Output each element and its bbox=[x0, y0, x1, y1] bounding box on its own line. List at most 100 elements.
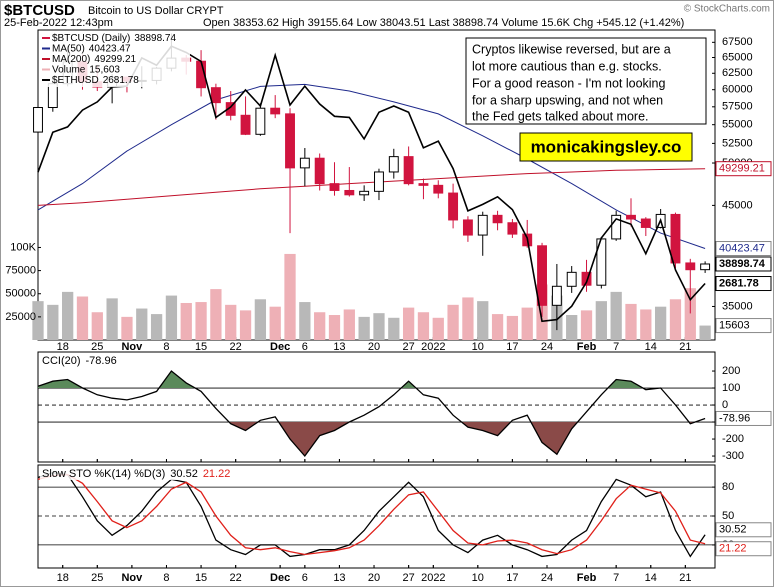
volume-bar bbox=[655, 306, 667, 340]
volume-bar bbox=[402, 307, 415, 340]
legend-value: 40423.47 bbox=[89, 43, 131, 54]
volume-bar bbox=[595, 301, 607, 340]
y-tick-label: 65000 bbox=[722, 51, 753, 63]
candle-body bbox=[403, 156, 414, 185]
candle-body bbox=[433, 184, 444, 194]
legend-box bbox=[40, 467, 245, 480]
volume-bar bbox=[669, 299, 682, 340]
candle-body bbox=[374, 171, 384, 192]
volume-bar bbox=[580, 310, 593, 340]
value-tag-box bbox=[715, 161, 772, 177]
volume-bar bbox=[684, 288, 696, 340]
volume-bar bbox=[32, 301, 44, 340]
volume-bar bbox=[373, 313, 385, 340]
x-tick-label: 20 bbox=[368, 341, 380, 353]
moving-average bbox=[37, 168, 706, 206]
volume-bar bbox=[432, 317, 444, 340]
volume-bar bbox=[358, 316, 370, 340]
volume-bar bbox=[254, 299, 267, 340]
candle-body bbox=[47, 83, 58, 109]
legend-name: MA(200) bbox=[52, 54, 90, 65]
volume-tick-label: 25000 bbox=[5, 311, 36, 323]
y-tick-label: 0 bbox=[722, 399, 728, 411]
x-tick-label: 17 bbox=[506, 341, 518, 353]
candle-body bbox=[285, 113, 295, 169]
volume-bar bbox=[640, 309, 652, 340]
candle-body bbox=[448, 192, 459, 221]
volume-bar bbox=[447, 304, 459, 340]
legend-name: MA(50) bbox=[52, 43, 85, 54]
y-tick-label: -200 bbox=[722, 433, 744, 445]
value-tag: 49299.21 bbox=[719, 163, 765, 175]
legend-value: -78.96 bbox=[86, 355, 117, 367]
oscillator-line bbox=[37, 370, 706, 458]
legend-entry: MA(50) 40423.47 bbox=[52, 43, 131, 54]
volume-bar bbox=[106, 298, 118, 340]
volume-bar bbox=[47, 304, 59, 340]
quote: Open 38353.62 High 39155.64 Low 38043.51… bbox=[203, 17, 684, 29]
candle-body bbox=[388, 156, 399, 173]
volume-bar bbox=[165, 295, 178, 340]
x-tick-label: 24 bbox=[541, 572, 553, 584]
x-tick-label: Nov bbox=[121, 572, 143, 584]
value-tag-box bbox=[715, 276, 772, 292]
link: monicakingsley.co bbox=[531, 137, 682, 156]
candle-body bbox=[611, 214, 622, 240]
volume-bar bbox=[477, 301, 489, 340]
candle-body bbox=[210, 87, 221, 104]
x-tick-label: 27 bbox=[402, 341, 414, 353]
candle-body bbox=[299, 157, 310, 169]
x-tick-label: 6 bbox=[302, 341, 308, 353]
x-tick-label: 13 bbox=[333, 341, 345, 353]
panel-frame bbox=[37, 464, 716, 569]
y-tick-label: 80 bbox=[722, 481, 734, 493]
x-tick-label: 8 bbox=[163, 572, 169, 584]
volume-bar bbox=[314, 312, 326, 340]
volume-bar bbox=[299, 302, 311, 340]
y-tick-label: 45000 bbox=[722, 199, 753, 211]
volume-bar bbox=[417, 312, 430, 340]
legend-name: $BTCUSD (Daily) bbox=[52, 33, 130, 44]
x-tick-label: Nov bbox=[121, 341, 143, 353]
annotation: Cryptos likewise reversed, but are a bbox=[472, 42, 671, 56]
volume-bar bbox=[566, 315, 578, 340]
x-tick-label: 13 bbox=[333, 572, 345, 584]
y-tick-label: 52500 bbox=[722, 137, 753, 149]
candle-body bbox=[225, 102, 236, 116]
volume-bar bbox=[136, 308, 148, 340]
oscillator-line bbox=[37, 472, 706, 558]
legend-entry: Volume 15,603 bbox=[52, 64, 120, 75]
candle-body bbox=[492, 214, 503, 224]
value-tag-box bbox=[715, 541, 772, 557]
x-tick-label: 27 bbox=[402, 572, 414, 584]
legend-value: 30.52 bbox=[170, 468, 198, 480]
x-tick-label: 18 bbox=[57, 341, 69, 353]
candle-body bbox=[626, 214, 636, 220]
moving-average bbox=[37, 83, 706, 249]
volume-tick-label: 50000 bbox=[5, 288, 36, 300]
volume-bar bbox=[610, 291, 622, 340]
x-tick-label: 21 bbox=[679, 341, 691, 353]
oscillator-line bbox=[37, 473, 706, 556]
legend-value: 21.22 bbox=[203, 468, 231, 480]
legend-name: Slow STO %K(14) %D(3) bbox=[42, 468, 165, 480]
x-tick-label: 15 bbox=[195, 572, 207, 584]
y-tick-label: -300 bbox=[722, 450, 744, 462]
value-tag: -78.96 bbox=[719, 412, 750, 424]
x-tick-label: 25 bbox=[91, 341, 103, 353]
annotation: for a sharp upswing, and not when bbox=[472, 93, 663, 107]
volume-bar bbox=[180, 302, 192, 340]
x-tick-label: Feb bbox=[577, 341, 597, 353]
value-tag-box bbox=[715, 318, 772, 334]
x-tick-label: Dec bbox=[270, 572, 290, 584]
volume-bar bbox=[284, 253, 296, 340]
legend-name: Volume bbox=[52, 64, 86, 75]
x-tick-label: 18 bbox=[57, 572, 69, 584]
plots: 18 25 Nov 8 15 22 Dec 6 13 20 27 2022 10 17 24 Feb 7 14 21… bbox=[5, 29, 772, 584]
volume-bar bbox=[328, 315, 341, 340]
volume-bar bbox=[195, 302, 207, 340]
candle-body bbox=[640, 218, 651, 228]
volume-bar bbox=[150, 314, 163, 340]
x-tick-label: 22 bbox=[230, 341, 242, 353]
volume-bar bbox=[521, 307, 533, 340]
